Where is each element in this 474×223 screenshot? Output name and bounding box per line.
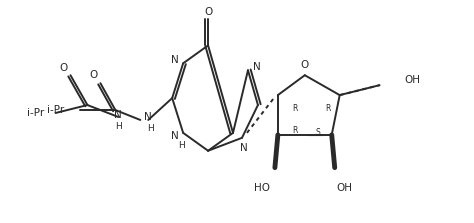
Text: H: H (178, 141, 184, 150)
Text: N: N (240, 143, 248, 153)
Text: N: N (171, 131, 179, 141)
Text: S: S (315, 128, 320, 137)
Text: N: N (253, 62, 261, 72)
Text: N: N (145, 112, 152, 122)
Text: O: O (89, 70, 98, 80)
Text: N: N (171, 55, 179, 65)
Text: R: R (292, 103, 298, 113)
Text: R: R (292, 126, 298, 135)
Text: HO: HO (254, 182, 270, 192)
Text: H: H (115, 122, 122, 131)
Text: OH: OH (404, 75, 420, 85)
Text: i-Pr: i-Pr (27, 108, 44, 118)
Text: O: O (204, 7, 212, 17)
Text: N: N (115, 110, 122, 120)
Text: R: R (325, 103, 330, 113)
Text: OH: OH (337, 182, 353, 192)
Text: O: O (301, 60, 309, 70)
Text: H: H (147, 124, 154, 133)
Text: i-Pr: i-Pr (47, 105, 64, 115)
Text: O: O (59, 63, 68, 73)
